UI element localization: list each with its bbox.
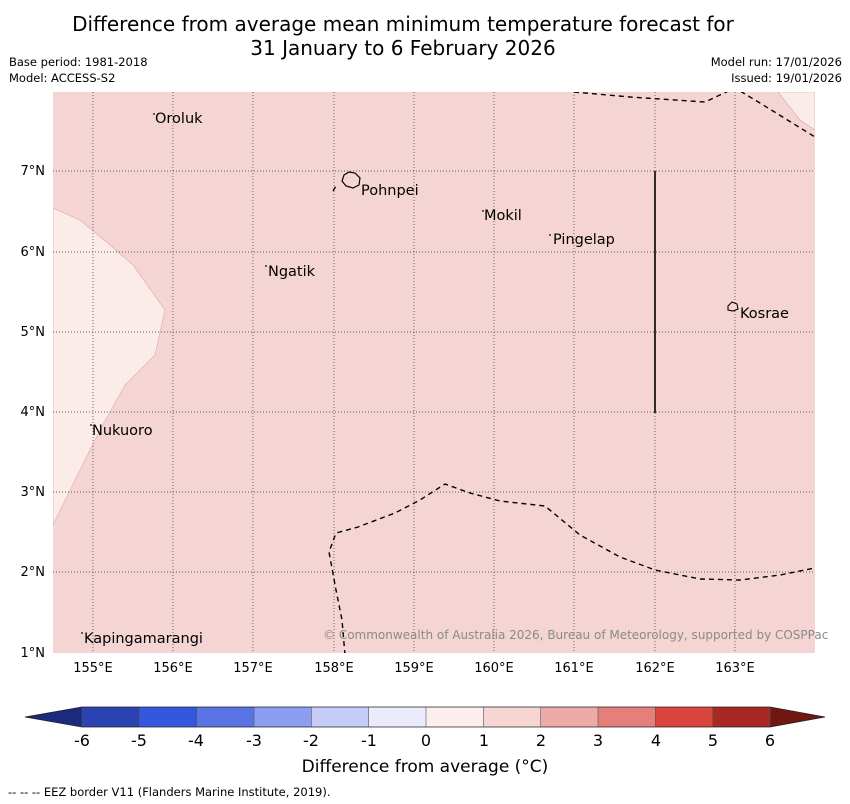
- lat-label-6n: 6°N: [20, 245, 46, 260]
- metadata-left: Base period: 1981-2018 Model: ACCESS-S2: [9, 54, 148, 86]
- lon-label-158e: 158°E: [314, 661, 354, 676]
- colorbar-bin: [540, 707, 599, 727]
- colorbar-bin: [368, 707, 427, 727]
- chart-title: Difference from average mean minimum tem…: [0, 12, 850, 60]
- copyright-notice: © Commonwealth of Australia 2026, Bureau…: [323, 628, 829, 642]
- place-oroluk: Oroluk: [155, 111, 203, 127]
- colorbar-extend-low: [25, 707, 82, 727]
- lon-label-156e: 156°E: [153, 661, 193, 676]
- nukuoro-marker: [90, 424, 92, 426]
- colorbar-tick: 4: [650, 731, 662, 750]
- lon-label-162e: 162°E: [635, 661, 675, 676]
- eez-border-fragment: [332, 185, 337, 192]
- colorbar-tick: -5: [131, 731, 147, 750]
- place-mokil: Mokil: [484, 208, 522, 224]
- colorbar-tick: 0: [420, 731, 432, 750]
- colorbar-title: Difference from average (°C): [301, 757, 549, 777]
- atoll-markers: [81, 113, 551, 634]
- kosrae-island-outline: [727, 301, 739, 312]
- colorbar-tick: 3: [592, 731, 604, 750]
- colorbar-bin: [426, 707, 484, 727]
- place-kosrae: Kosrae: [740, 306, 789, 322]
- lon-label-157e: 157°E: [233, 661, 273, 676]
- colorbar-tick: -6: [74, 731, 90, 750]
- lon-label-163e: 163°E: [715, 661, 755, 676]
- eez-border-north: [573, 92, 815, 138]
- metadata-right: Model run: 17/01/2026 Issued: 19/01/2026: [711, 54, 842, 86]
- lat-label-3n: 3°N: [20, 485, 46, 500]
- lat-label-1n: 1°N: [20, 646, 46, 661]
- colorbar-bin: [598, 707, 656, 727]
- colorbar-bin: [254, 707, 312, 727]
- colorbar-extend-high: [770, 707, 825, 727]
- oroluk-marker: [153, 113, 155, 115]
- colorbar-tick: 2: [535, 731, 547, 750]
- title-line-1: Difference from average mean minimum tem…: [72, 12, 734, 36]
- lon-label-160e: 160°E: [474, 661, 514, 676]
- place-kapingamarangi: Kapingamarangi: [84, 631, 203, 647]
- colorbar-bin: [483, 707, 542, 727]
- eez-border-south: [328, 483, 815, 653]
- title-line-2: 31 January to 6 February 2026: [250, 36, 556, 60]
- lat-label-2n: 2°N: [20, 565, 46, 580]
- colorbar-bin: [655, 707, 714, 727]
- colorbar-bin: [712, 707, 771, 727]
- eez-footnote: -- -- -- EEZ border V11 (Flanders Marine…: [8, 785, 331, 799]
- lat-label-4n: 4°N: [20, 405, 46, 420]
- lat-label-7n: 7°N: [20, 164, 46, 179]
- anomaly-fill-0-to-1-west: [53, 207, 166, 526]
- pohnpei-island-outline: [341, 171, 361, 189]
- colorbar-tick: -2: [303, 731, 319, 750]
- place-pingelap: Pingelap: [553, 232, 615, 248]
- base-period: Base period: 1981-2018: [9, 55, 148, 69]
- anomaly-fill-1-to-2: [53, 92, 815, 653]
- colorbar: [24, 706, 826, 728]
- kapingamarangi-marker: [81, 632, 83, 634]
- anomaly-fill-0-to-1-northeast: [777, 92, 815, 131]
- eez-borders: [328, 92, 815, 653]
- place-nukuoro: Nukuoro: [92, 423, 153, 439]
- lat-label-5n: 5°N: [20, 325, 46, 340]
- colorbar-outline: [24, 706, 826, 728]
- place-ngatik: Ngatik: [268, 264, 316, 280]
- colorbar-bin: [311, 707, 370, 727]
- place-pohnpei: Pohnpei: [361, 183, 419, 199]
- colorbar-tick: -3: [246, 731, 262, 750]
- colorbar-tick: -4: [188, 731, 204, 750]
- mokil-marker: [482, 210, 484, 212]
- lon-label-159e: 159°E: [394, 661, 434, 676]
- issued-date: Issued: 19/01/2026: [731, 71, 842, 85]
- colorbar-bin: [139, 707, 198, 727]
- lon-label-161e: 161°E: [554, 661, 594, 676]
- colorbar-bin: [82, 707, 140, 727]
- pingelap-marker: [549, 234, 551, 236]
- model-name: Model: ACCESS-S2: [9, 71, 116, 85]
- colorbar-bin: [196, 707, 255, 727]
- colorbar-tick: 5: [707, 731, 719, 750]
- map-area: [53, 92, 815, 653]
- colorbar-tick: 6: [764, 731, 776, 750]
- lon-label-155e: 155°E: [73, 661, 113, 676]
- model-run: Model run: 17/01/2026: [710, 55, 842, 69]
- ngatik-marker: [265, 265, 267, 267]
- colorbar-tick: 1: [478, 731, 490, 750]
- colorbar-tick: -1: [361, 731, 377, 750]
